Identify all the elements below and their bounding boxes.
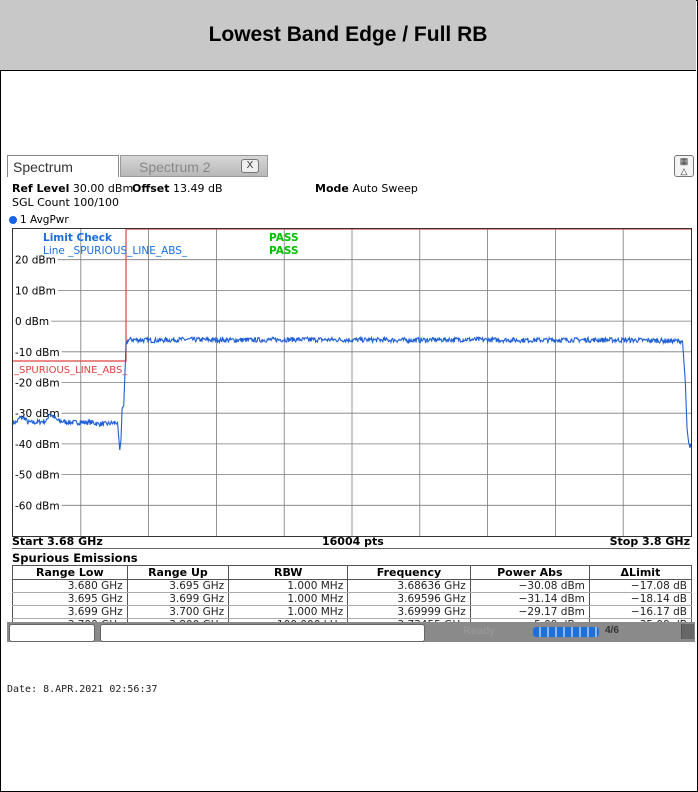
trace-label: 1 AvgPwr [9, 214, 69, 226]
y-tick-label: -40 dBm [15, 439, 60, 451]
page-title: Lowest Band Edge / Full RB [0, 0, 696, 71]
table-cell: −30.08 dBm [469, 579, 590, 593]
table-cell: 3.700 GHz [126, 605, 230, 619]
y-tick-label: -50 dBm [15, 470, 60, 482]
table-cell: −29.17 dBm [469, 605, 590, 619]
tab-spectrum[interactable]: Spectrum [7, 155, 119, 177]
table-header-cell: Frequency [347, 565, 471, 580]
table-header-cell: Range Low [12, 565, 128, 580]
sgl-count: SGL Count 100/100 [12, 196, 119, 209]
table-header-cell: Power Abs [469, 565, 590, 580]
table-cell: 3.680 GHz [12, 579, 128, 593]
y-tick-label: 20 dBm [15, 255, 56, 267]
spectrum-analyzer-window: Spectrum Spectrum 2 X ▦ △ Ref Level 30.00… [7, 155, 695, 660]
limit-check-line-result: PASS [269, 245, 299, 257]
tab-spectrum-2-label: Spectrum 2 [139, 159, 211, 175]
y-tick-label: -20 dBm [15, 378, 60, 390]
start-frequency: Start 3.68 GHz [12, 535, 103, 548]
limit-check-title-result: PASS [269, 232, 299, 244]
spurious-emissions-table: Range Low Range Up RBW Frequency Power Abs ΔL… [12, 565, 693, 632]
ref-level-label: Ref Level [12, 182, 70, 195]
offset-label: Offset [132, 182, 170, 195]
table-cell: 3.68636 GHz [347, 579, 471, 593]
ref-level-readout: Ref Level 30.00 dBm [12, 182, 133, 195]
table-row: 3.695 GHz 3.699 GHz 1.000 MHz 3.69596 GHz −3… [12, 592, 693, 606]
table-cell: 1.000 MHz [228, 579, 349, 593]
status-field-left[interactable] [9, 624, 95, 642]
close-icon[interactable]: X [241, 159, 259, 173]
y-tick-label-bg [13, 283, 58, 297]
table-header-cell: ΔLimit [588, 565, 693, 580]
mode-value: Auto Sweep [352, 182, 418, 195]
table-cell: 3.69596 GHz [347, 592, 471, 606]
table-row: 3.680 GHz 3.695 GHz 1.000 MHz 3.68636 GHz −3… [12, 579, 693, 593]
sweep-footer: Start 3.68 GHz 16004 pts Stop 3.8 GHz [12, 535, 690, 549]
y-tick-label-bg [13, 498, 62, 512]
table-row: 3.699 GHz 3.700 GHz 1.000 MHz 3.69999 GHz −2… [12, 605, 693, 619]
spurious-table-title: Spurious Emissions [12, 551, 138, 565]
table-header-cell: Range Up [126, 565, 230, 580]
y-tick-label-bg [13, 436, 62, 450]
limit-check-line: Line _SPURIOUS_LINE_ABS_ [43, 245, 188, 257]
ref-level-value: 30.00 dBm [72, 182, 134, 195]
y-tick-label-bg [13, 252, 58, 266]
progress-bar-icon [533, 627, 599, 637]
tab-spectrum-2[interactable]: Spectrum 2 [120, 155, 268, 177]
table-header-cell: RBW [228, 565, 349, 580]
trace-avgpwr-line [13, 335, 691, 451]
trace-dot-icon [9, 216, 17, 224]
limit-check-title: Limit Check [43, 232, 113, 244]
y-tick-label-bg [13, 467, 62, 481]
table-cell: 3.695 GHz [126, 579, 230, 593]
table-cell: 3.699 GHz [126, 592, 230, 606]
table-cell: 3.69999 GHz [347, 605, 471, 619]
status-bar: Ready 4/6 [7, 622, 695, 642]
y-tick-label: 10 dBm [15, 285, 56, 297]
y-tick-label: -60 dBm [15, 500, 60, 512]
y-tick-label-bg [13, 375, 62, 389]
stop-frequency: Stop 3.8 GHz [609, 535, 690, 548]
table-cell: −18.14 dB [588, 592, 693, 606]
y-tick-label-bg [13, 344, 62, 358]
limit-line [13, 229, 691, 362]
y-tick-label: 0 dBm [15, 316, 49, 328]
table-cell: 1.000 MHz [228, 592, 349, 606]
status-scroll-handle[interactable] [681, 624, 694, 639]
table-cell: −31.14 dBm [469, 592, 590, 606]
mode-readout: Mode Auto Sweep [315, 182, 418, 195]
status-ready: Ready [463, 625, 495, 637]
table-cell: −16.17 dB [588, 605, 693, 619]
table-cell: 3.695 GHz [12, 592, 128, 606]
offset-readout: Offset 13.49 dB [132, 182, 223, 195]
y-tick-label-bg [13, 314, 52, 328]
limit-line-label: _SPURIOUS_LINE_ABS_ [13, 365, 128, 376]
status-value: 4/6 [605, 625, 619, 636]
table-cell: 3.699 GHz [12, 605, 128, 619]
offset-value: 13.49 dB [173, 182, 223, 195]
y-tick-label: -10 dBm [15, 347, 60, 359]
table-cell: −17.08 dB [588, 579, 693, 593]
sweep-points: 16004 pts [322, 535, 384, 548]
y-tick-label-bg [13, 406, 62, 420]
status-field-message[interactable] [100, 624, 425, 642]
mode-label: Mode [315, 182, 349, 195]
trace-label-text: 1 AvgPwr [20, 214, 69, 226]
table-cell: 1.000 MHz [228, 605, 349, 619]
display-config-icon[interactable]: ▦ △ [674, 155, 694, 177]
date-stamp: Date: 8.APR.2021 02:56:37 [7, 684, 158, 695]
